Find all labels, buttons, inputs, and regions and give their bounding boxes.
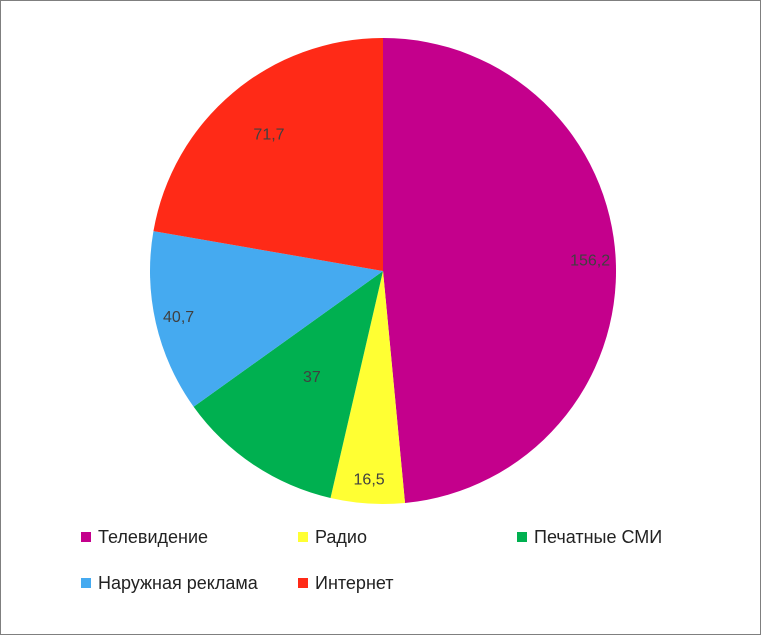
legend-swatch-internet <box>298 578 308 588</box>
pie-slice-tv <box>383 37 617 503</box>
pie-slice-print <box>193 271 383 499</box>
legend-label-internet: Интернет <box>315 572 394 593</box>
legend-label-print: Печатные СМИ <box>534 526 663 547</box>
legend-item-print: Печатные СМИ <box>517 526 662 548</box>
pie-slices <box>149 37 617 505</box>
legend-item-tv: Телевидение <box>81 526 208 548</box>
legend-item-radio: Радио <box>298 526 367 548</box>
pie-slice-outdoor <box>149 231 383 407</box>
pie-data-labels: 156,2 16,5 37 40,7 71,7 <box>163 127 610 489</box>
data-label-radio: 16,5 <box>354 471 385 488</box>
legend-label-tv: Телевидение <box>98 526 209 547</box>
legend-label-radio: Радио <box>315 526 367 547</box>
legend-label-outdoor: Наружная реклама <box>98 572 258 593</box>
legend-swatch-tv <box>81 532 91 542</box>
data-label-print: 37 <box>303 369 321 386</box>
data-label-tv: 156,2 <box>570 252 610 269</box>
legend-item-outdoor: Наружная реклама <box>81 572 258 594</box>
legend-swatch-outdoor <box>81 578 91 588</box>
legend-swatch-print <box>517 532 527 542</box>
pie-slice-internet <box>153 38 383 271</box>
data-label-outdoor: 40,7 <box>163 309 194 326</box>
pie-slice-radio <box>330 271 406 505</box>
legend-item-internet: Интернет <box>298 572 394 594</box>
data-label-internet: 71,7 <box>253 127 284 144</box>
legend-swatch-radio <box>298 532 308 542</box>
